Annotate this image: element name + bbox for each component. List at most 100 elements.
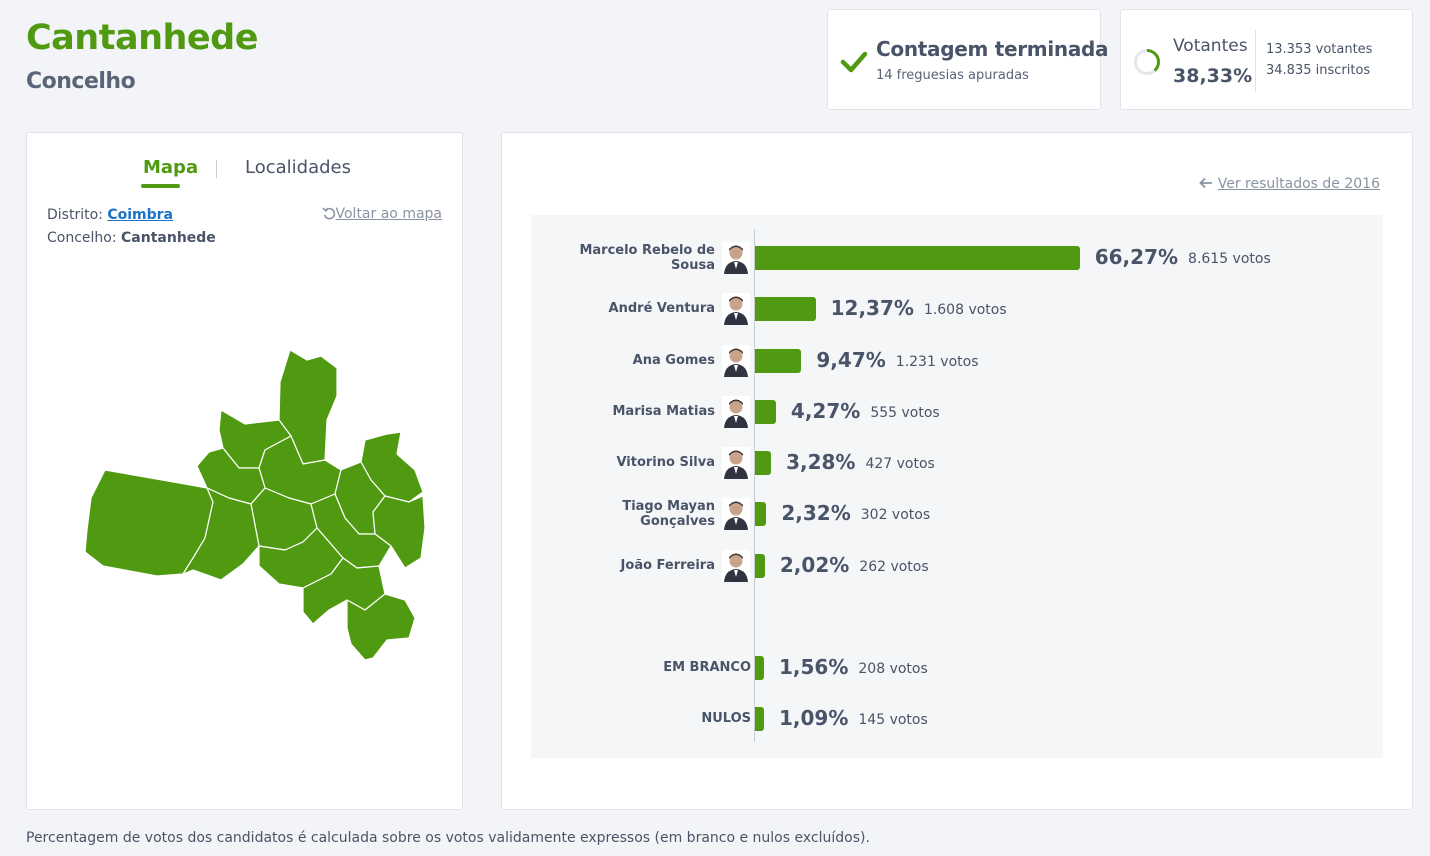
result-bar <box>755 502 767 526</box>
district-info: Distrito: Coimbra <box>47 207 173 223</box>
tab-separator <box>216 160 217 178</box>
page-title: Cantanhede <box>26 18 258 58</box>
turnout-progress-ring-icon <box>1134 49 1160 75</box>
candidate-name-line: Marcelo Rebelo de <box>579 243 715 258</box>
candidate-name: Marisa Matias <box>515 404 715 419</box>
tab-localidades[interactable]: Localidades <box>245 157 351 178</box>
candidate-avatar-icon <box>722 345 750 377</box>
candidate-avatar-icon <box>722 293 750 325</box>
result-votes: 1.608 votos <box>923 302 1007 318</box>
result-percent: 12,37% <box>830 296 914 320</box>
result-bar <box>755 400 776 424</box>
result-percent: 9,47% <box>816 348 886 372</box>
result-bar <box>755 246 1080 270</box>
chart-axis-line <box>754 229 755 742</box>
candidate-name: Tiago Mayan Gonçalves <box>515 499 715 529</box>
candidate-avatar-icon <box>722 447 750 479</box>
active-tab-indicator <box>141 184 180 188</box>
parish-region[interactable] <box>278 349 338 465</box>
parish-region[interactable] <box>346 593 416 661</box>
parish-region[interactable] <box>372 495 425 569</box>
parish-region[interactable] <box>182 487 260 581</box>
candidate-avatar-icon <box>722 550 750 582</box>
turnout-label: Votantes <box>1173 36 1248 56</box>
turnout-divider <box>1255 30 1256 92</box>
result-percent: 1,09% <box>779 706 849 730</box>
candidate-avatar-icon <box>722 396 750 428</box>
candidate-name: EM BRANCO <box>663 660 751 675</box>
result-votes: 302 votos <box>860 507 931 523</box>
result-row: EM BRANCO 1,56% 208 votos <box>531 648 1383 688</box>
candidate-name-line: Tiago Mayan <box>622 499 715 514</box>
checkmark-icon <box>840 51 868 73</box>
candidate-name-line: Ana Gomes <box>632 353 715 368</box>
turnout-voters: 13.353 votantes <box>1266 42 1373 57</box>
result-row: Marcelo Rebelo de Sousa 66,27% 8.615 votos <box>531 238 1383 278</box>
turnout-percent: 38,33% <box>1173 65 1253 87</box>
result-percent: 3,28% <box>786 450 856 474</box>
result-percent: 2,32% <box>781 501 851 525</box>
candidate-name: João Ferreira <box>515 558 715 573</box>
results-panel: Ver resultados de 2016 Marcelo Rebelo de… <box>501 132 1413 810</box>
count-status-subtitle: 14 freguesias apuradas <box>876 68 1029 83</box>
result-bar <box>755 554 765 578</box>
candidate-name-line: Gonçalves <box>640 514 715 529</box>
result-bar <box>755 656 764 680</box>
result-votes: 145 votos <box>858 712 928 728</box>
candidate-avatar-icon <box>722 498 750 530</box>
candidate-name: André Ventura <box>515 301 715 316</box>
result-percent: 66,27% <box>1094 245 1179 269</box>
tab-mapa[interactable]: Mapa <box>143 157 199 178</box>
map-panel: Mapa Localidades Distrito: Coimbra Conce… <box>26 132 463 810</box>
municipality-label: Concelho: <box>47 230 117 246</box>
result-row: André Ventura 12,37% 1.608 votos <box>531 289 1383 329</box>
municipality-info: Concelho: Cantanhede <box>47 230 216 246</box>
result-votes: 1.231 votos <box>895 354 979 370</box>
result-percent: 1,56% <box>779 655 849 679</box>
result-bar <box>755 297 816 321</box>
result-votes: 555 votos <box>870 405 940 421</box>
arrow-left-icon <box>1199 177 1213 189</box>
result-bar <box>755 451 772 475</box>
undo-icon <box>321 207 335 220</box>
candidate-name-line: João Ferreira <box>620 558 715 573</box>
page-subtitle: Concelho <box>26 69 136 94</box>
result-percent: 4,27% <box>790 399 861 423</box>
candidate-name: NULOS <box>701 711 751 726</box>
candidate-name: Ana Gomes <box>515 353 715 368</box>
result-row: Vitorino Silva 3,28% 427 votos <box>531 443 1383 483</box>
result-votes: 427 votos <box>865 456 935 472</box>
candidate-name-line: Vitorino Silva <box>616 455 715 470</box>
turnout-registered: 34.835 inscritos <box>1266 63 1371 78</box>
result-row: NULOS 1,09% 145 votos <box>531 699 1383 739</box>
candidate-avatar-icon <box>722 242 750 274</box>
result-votes: 262 votos <box>859 559 929 575</box>
back-to-map-label: Voltar ao mapa <box>335 206 443 222</box>
result-row: Ana Gomes 9,47% 1.231 votos <box>531 341 1383 381</box>
candidate-name-line: Sousa <box>670 258 715 273</box>
footnote: Percentagem de votos dos candidatos é ca… <box>26 830 870 846</box>
district-link[interactable]: Coimbra <box>107 207 173 223</box>
result-bar <box>755 349 802 373</box>
result-votes: 8.615 votos <box>1188 251 1271 267</box>
count-status-title: Contagem terminada <box>876 37 1109 61</box>
result-percent: 2,02% <box>779 553 850 577</box>
district-label: Distrito: <box>47 207 103 223</box>
result-votes: 208 votos <box>858 661 928 677</box>
candidate-name-line: André Ventura <box>608 301 715 316</box>
municipality-map <box>84 349 425 661</box>
result-row: Tiago Mayan Gonçalves 2,32% 302 votos <box>531 494 1383 534</box>
previous-results-label: Ver resultados de 2016 <box>1217 176 1380 192</box>
turnout-card: Votantes 38,33% 13.353 votantes 34.835 i… <box>1120 9 1413 110</box>
result-row: Marisa Matias 4,27% 555 votos <box>531 392 1383 432</box>
candidate-name-line: Marisa Matias <box>612 404 715 419</box>
candidate-name: Marcelo Rebelo de Sousa <box>515 243 715 273</box>
previous-results-link[interactable]: Ver resultados de 2016 <box>1199 176 1380 192</box>
count-status-card: Contagem terminada 14 freguesias apurada… <box>827 9 1109 110</box>
candidate-name: Vitorino Silva <box>515 455 715 470</box>
back-to-map-link[interactable]: Voltar ao mapa <box>321 206 443 222</box>
result-bar <box>755 707 764 731</box>
municipality-value: Cantanhede <box>121 230 216 246</box>
results-chart: Marcelo Rebelo de Sousa 66,27% 8.615 votos A… <box>531 215 1383 758</box>
result-row: João Ferreira 2,02% 262 votos <box>531 546 1383 586</box>
